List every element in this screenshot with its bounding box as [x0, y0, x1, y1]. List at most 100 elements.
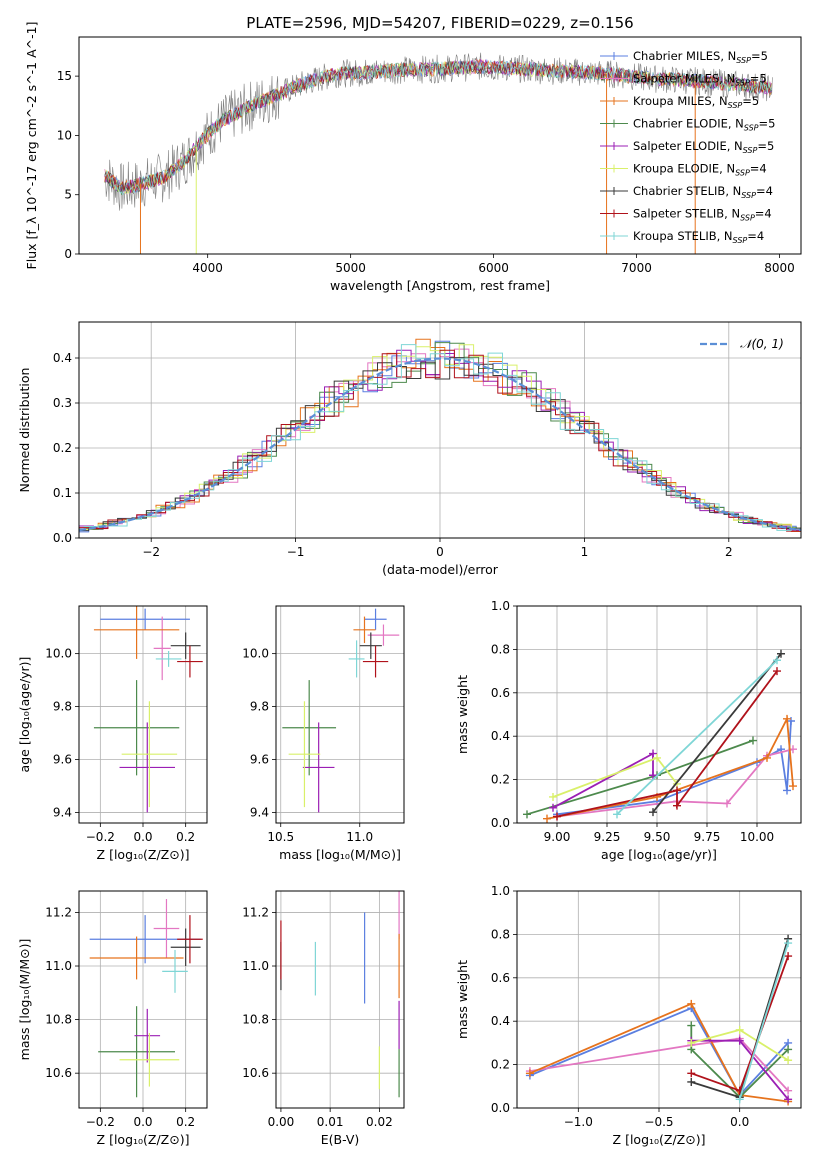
legend-label: Salpeter MILES, NSSP=5 — [633, 72, 767, 88]
y-tick-label: 10.6 — [242, 1066, 269, 1080]
x-tick-label: 0.02 — [366, 1115, 393, 1129]
panel-weight_vs_age: 9.00 9.25 9.50 9.75 10.00 0.0 0.2 0.4 0.6 0.8 1.0 a… — [455, 599, 802, 862]
y-tick-label: 0.0 — [491, 816, 510, 830]
plot-area-weight_vs_age — [517, 606, 801, 823]
plot-area-spectrum — [104, 52, 773, 254]
y-tick-label: 9.4 — [53, 805, 72, 819]
y-tick-label: 9.8 — [250, 700, 269, 714]
weight-marker — [784, 1056, 793, 1065]
y-tick-label: 0.2 — [53, 441, 72, 455]
y-tick-label: 0.3 — [53, 396, 72, 410]
x-tick-label: 8000 — [764, 261, 795, 275]
weight-marker — [784, 1045, 793, 1054]
y-tick-label: 9.6 — [53, 752, 72, 766]
y-axis-label: age [log₁₀(age/yr)] — [17, 657, 32, 773]
y-tick-label: 0 — [64, 247, 72, 261]
axes-frame — [78, 36, 802, 255]
plot-area-residuals — [79, 322, 801, 538]
y-tick-label: 9.4 — [250, 805, 269, 819]
figure-title: PLATE=2596, MJD=54207, FIBERID=0229, z=0… — [246, 14, 633, 32]
x-axis-label: mass [log₁₀(M/M⊙)] — [279, 847, 401, 862]
weight-marker — [735, 1025, 744, 1034]
axes-frame — [275, 605, 405, 824]
y-tick-label: 0.8 — [491, 642, 510, 656]
axes-frame — [78, 890, 208, 1109]
legend-label: Kroupa STELIB, NSSP=4 — [633, 229, 764, 245]
panel-age_vs_Z: −0.2 0.0 0.2 9.4 9.6 9.8 10.0 Z [log₁₀(Z/Z⊙)] ag… — [17, 605, 208, 862]
axes-frame — [275, 890, 405, 1109]
legend-rest: =5 — [750, 72, 767, 86]
y-tick-label: 0.0 — [53, 531, 72, 545]
y-tick-label: 0.4 — [491, 1014, 510, 1028]
plot-area-age_vs_mass — [276, 606, 404, 823]
x-tick-label: −1.0 — [564, 1115, 593, 1129]
x-tick-label: −0.5 — [644, 1115, 673, 1129]
y-tick-label: 0.0 — [491, 1101, 510, 1115]
x-tick-label: 2 — [725, 545, 733, 559]
x-tick-label: 0.2 — [176, 1115, 195, 1129]
weight-line — [652, 653, 782, 813]
weight-marker — [784, 1095, 793, 1104]
y-tick-label: 11.0 — [242, 959, 269, 973]
weight-marker — [525, 1069, 534, 1078]
x-tick-label: 0.0 — [133, 1115, 152, 1129]
weight-marker — [687, 1069, 696, 1078]
x-tick-label: 9.75 — [694, 830, 721, 844]
x-tick-label: 1 — [581, 545, 589, 559]
weight-marker — [543, 814, 551, 823]
legend-rest: =4 — [747, 229, 764, 243]
axes-frame — [78, 605, 208, 824]
weight-marker — [549, 792, 557, 801]
panel-spectrum: 4000 5000 6000 7000 8000 0 5 10 15 wavelength [An… — [24, 22, 802, 293]
x-axis-label: Z [log₁₀(Z/Z⊙)] — [97, 1132, 190, 1147]
weight-line — [738, 942, 789, 1100]
y-axis-label: mass weight — [455, 675, 470, 754]
weight-line — [616, 659, 778, 815]
weight-marker — [784, 1086, 793, 1095]
y-tick-label: 10.0 — [45, 647, 72, 661]
x-tick-label: 9.50 — [644, 830, 671, 844]
x-tick-label: 0.01 — [317, 1115, 344, 1129]
x-tick-label: 6000 — [478, 261, 509, 275]
weight-marker — [687, 1021, 696, 1030]
weight-marker — [784, 952, 793, 961]
legend-label: Chabrier STELIB, NSSP=4 — [633, 184, 773, 200]
histogram-step — [83, 344, 801, 530]
weight-marker — [777, 649, 785, 658]
x-tick-label: −1 — [287, 545, 305, 559]
weight-marker — [687, 999, 696, 1008]
y-axis-label: Normed distribution — [17, 368, 32, 493]
weight-line — [552, 756, 678, 798]
legend-label: Chabrier MILES, NSSP=5 — [633, 49, 768, 65]
axes-frame — [516, 890, 802, 1109]
y-tick-label: 0.8 — [491, 927, 510, 941]
y-tick-label: 10.8 — [45, 1013, 72, 1027]
y-tick-label: 11.0 — [45, 959, 72, 973]
legend-rest: =4 — [756, 184, 773, 198]
weight-marker — [649, 771, 657, 780]
x-axis-label: Z [log₁₀(Z/Z⊙)] — [97, 847, 190, 862]
legend-rest: =5 — [742, 94, 759, 108]
weight-marker — [649, 749, 657, 758]
y-tick-label: 0.6 — [491, 971, 510, 985]
legend-subscript: SSP — [728, 101, 743, 110]
legend-rest: =5 — [757, 139, 774, 153]
weight-marker — [549, 803, 557, 812]
weight-marker — [653, 753, 661, 762]
weight-marker — [673, 786, 681, 795]
plot-area-age_vs_Z — [79, 606, 207, 823]
weight-marker — [553, 812, 561, 821]
x-axis-label: wavelength [Angstrom, rest frame] — [330, 278, 550, 293]
y-tick-label: 0.4 — [491, 729, 510, 743]
x-tick-label: −0.2 — [86, 1115, 115, 1129]
weight-marker — [789, 782, 797, 791]
weight-marker — [735, 1036, 744, 1045]
x-axis-label: age [log₁₀(age/yr)] — [601, 847, 717, 862]
weight-marker — [763, 753, 771, 762]
weight-marker — [783, 714, 791, 723]
legend-label: Kroupa MILES, NSSP=5 — [633, 94, 759, 110]
spectrum-model-line — [104, 59, 772, 196]
y-tick-label: 0.2 — [491, 773, 510, 787]
y-tick-label: 1.0 — [491, 599, 510, 613]
